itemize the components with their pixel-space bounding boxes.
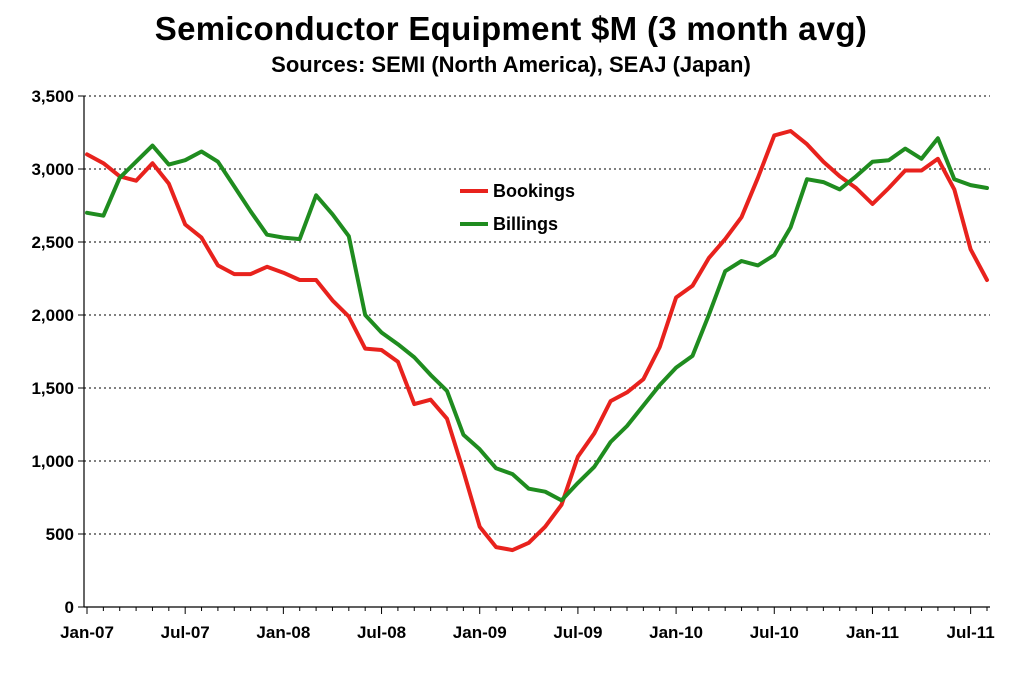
y-tick-label: 3,000	[31, 160, 74, 179]
x-tick-label: Jan-09	[453, 623, 507, 642]
x-tick-label: Jul-09	[553, 623, 602, 642]
legend-label-billings: Billings	[493, 214, 558, 234]
legend: Bookings Billings	[460, 181, 575, 234]
y-tick-label: 2,500	[31, 233, 74, 252]
y-tick-label: 2,000	[31, 306, 74, 325]
axes	[83, 96, 990, 608]
series-line-bookings	[85, 129, 989, 553]
x-tick-label: Jan-11	[846, 623, 899, 642]
legend-label-bookings: Bookings	[493, 181, 575, 201]
x-tick-label: Jul-08	[357, 623, 406, 642]
y-axis-ticks: 0 500 1,000 1,500 2,000 2,500 3,000 3,500	[31, 87, 84, 617]
gridlines	[84, 95, 990, 535]
series-line-billings	[85, 136, 989, 503]
y-tick-label: 1,500	[31, 379, 74, 398]
y-tick-label: 0	[65, 598, 74, 617]
x-tick-label: Jan-10	[649, 623, 703, 642]
x-axis-ticks: Jan-07 Jul-07 Jan-08 Jul-08 Jan-09 Jul-09 Jan-…	[60, 607, 995, 642]
x-tick-label: Jan-07	[60, 623, 114, 642]
x-tick-label: Jul-07	[161, 623, 210, 642]
x-tick-label: Jul-11	[947, 623, 995, 642]
series-lines	[85, 129, 989, 553]
x-tick-label: Jan-08	[256, 623, 310, 642]
x-tick-label: Jul-10	[750, 623, 799, 642]
y-tick-label: 1,000	[31, 452, 74, 471]
y-tick-label: 3,500	[31, 87, 74, 106]
y-tick-label: 500	[46, 525, 74, 544]
chart-subtitle: Sources: SEMI (North America), SEAJ (Jap…	[271, 52, 751, 77]
chart-title: Semiconductor Equipment $M (3 month avg)	[154, 10, 868, 47]
